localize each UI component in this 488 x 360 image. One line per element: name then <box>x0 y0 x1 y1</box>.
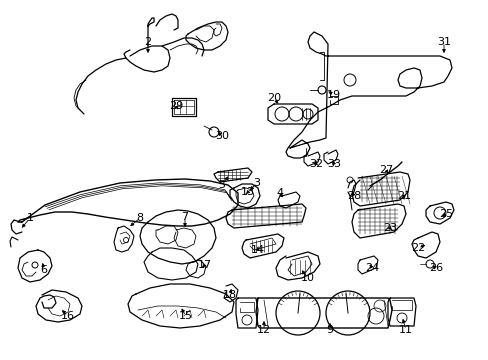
Text: 3: 3 <box>253 178 260 188</box>
Text: 17: 17 <box>198 260 212 270</box>
Text: 24: 24 <box>364 263 378 273</box>
Text: 8: 8 <box>136 213 143 223</box>
Text: 27: 27 <box>378 165 392 175</box>
Text: 30: 30 <box>215 131 228 141</box>
Text: 16: 16 <box>61 311 75 321</box>
Text: 33: 33 <box>326 159 340 169</box>
Text: 23: 23 <box>382 223 396 233</box>
Text: 25: 25 <box>438 209 452 219</box>
Text: 11: 11 <box>398 325 412 335</box>
Text: 32: 32 <box>308 159 323 169</box>
Text: 1: 1 <box>26 213 34 223</box>
Text: 22: 22 <box>410 243 424 253</box>
Text: 18: 18 <box>223 290 237 300</box>
Text: 15: 15 <box>179 311 193 321</box>
Text: 5: 5 <box>218 180 225 190</box>
Text: 6: 6 <box>41 265 47 275</box>
Text: 19: 19 <box>326 90 340 100</box>
Text: 31: 31 <box>436 37 450 47</box>
Text: 12: 12 <box>256 325 270 335</box>
Text: 20: 20 <box>266 93 281 103</box>
Text: 10: 10 <box>301 273 314 283</box>
Text: 14: 14 <box>250 245 264 255</box>
Text: 29: 29 <box>168 101 183 111</box>
Text: 7: 7 <box>181 212 188 222</box>
Text: 26: 26 <box>428 263 442 273</box>
Text: 21: 21 <box>396 191 410 201</box>
Text: 28: 28 <box>346 191 360 201</box>
Text: 9: 9 <box>326 325 333 335</box>
Text: 4: 4 <box>276 188 283 198</box>
Text: 2: 2 <box>144 37 151 47</box>
Text: 13: 13 <box>241 187 254 197</box>
